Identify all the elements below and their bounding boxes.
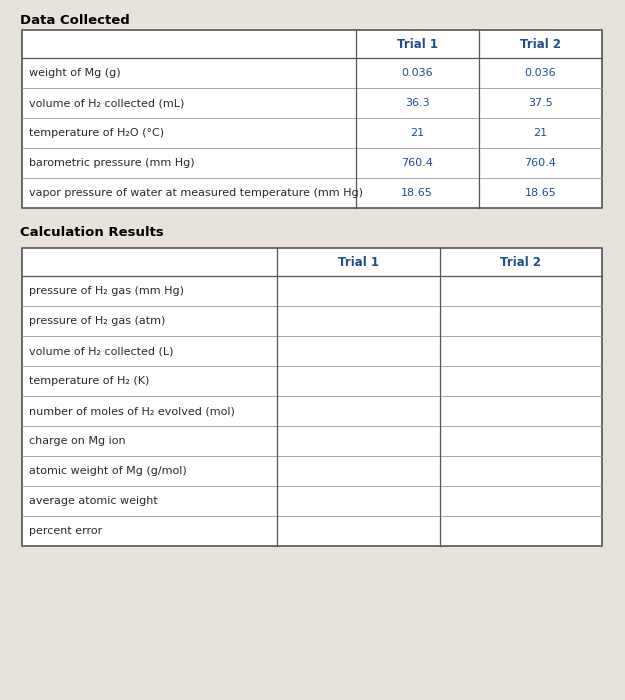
Text: 760.4: 760.4 xyxy=(524,158,556,168)
Text: temperature of H₂ (K): temperature of H₂ (K) xyxy=(29,376,149,386)
Text: 36.3: 36.3 xyxy=(405,98,429,108)
Text: volume of H₂ collected (mL): volume of H₂ collected (mL) xyxy=(29,98,184,108)
Text: 0.036: 0.036 xyxy=(401,68,433,78)
Bar xyxy=(22,30,602,208)
Text: Trial 2: Trial 2 xyxy=(500,256,541,269)
Text: atomic weight of Mg (g/mol): atomic weight of Mg (g/mol) xyxy=(29,466,187,476)
Text: 21: 21 xyxy=(533,128,548,138)
Text: 760.4: 760.4 xyxy=(401,158,433,168)
Text: charge on Mg ion: charge on Mg ion xyxy=(29,436,126,446)
Text: 18.65: 18.65 xyxy=(401,188,433,198)
Bar xyxy=(22,248,602,546)
Text: 37.5: 37.5 xyxy=(528,98,552,108)
Text: 18.65: 18.65 xyxy=(524,188,556,198)
Text: Calculation Results: Calculation Results xyxy=(20,226,164,239)
Text: Trial 1: Trial 1 xyxy=(397,38,437,50)
Text: barometric pressure (mm Hg): barometric pressure (mm Hg) xyxy=(29,158,194,168)
Text: Data Collected: Data Collected xyxy=(20,14,130,27)
Text: number of moles of H₂ evolved (mol): number of moles of H₂ evolved (mol) xyxy=(29,406,235,416)
Text: Trial 2: Trial 2 xyxy=(520,38,561,50)
Text: pressure of H₂ gas (atm): pressure of H₂ gas (atm) xyxy=(29,316,166,326)
Text: vapor pressure of water at measured temperature (mm Hg): vapor pressure of water at measured temp… xyxy=(29,188,363,198)
Text: average atomic weight: average atomic weight xyxy=(29,496,158,506)
Text: 21: 21 xyxy=(410,128,424,138)
Text: 0.036: 0.036 xyxy=(524,68,556,78)
Text: Trial 1: Trial 1 xyxy=(338,256,379,269)
Text: temperature of H₂O (°C): temperature of H₂O (°C) xyxy=(29,128,164,138)
Text: percent error: percent error xyxy=(29,526,102,536)
Text: volume of H₂ collected (L): volume of H₂ collected (L) xyxy=(29,346,174,356)
Text: weight of Mg (g): weight of Mg (g) xyxy=(29,68,121,78)
Text: pressure of H₂ gas (mm Hg): pressure of H₂ gas (mm Hg) xyxy=(29,286,184,296)
